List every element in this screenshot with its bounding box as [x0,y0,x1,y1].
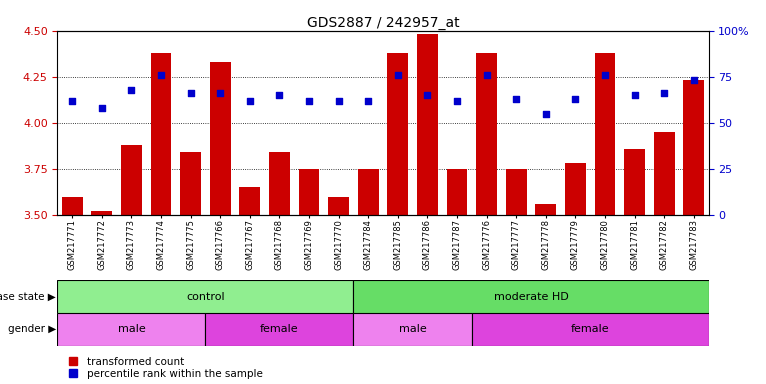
Text: male: male [399,324,427,334]
Text: moderate HD: moderate HD [493,291,568,302]
Point [480,72,493,78]
Bar [205,313,353,346]
Bar [565,164,586,215]
Point [510,96,522,102]
Point [96,105,108,111]
Bar [353,280,709,313]
Bar [329,197,349,215]
Legend: transformed count, percentile rank within the sample: transformed count, percentile rank withi… [63,357,263,379]
Point [421,92,434,98]
Point [451,98,463,104]
Point [214,90,227,96]
Bar [210,62,231,215]
Point [244,98,256,104]
Bar [654,132,675,215]
Bar [476,53,497,215]
Text: disease state ▶: disease state ▶ [0,291,56,302]
Bar [240,187,260,215]
Point [658,90,670,96]
Text: female: female [571,324,610,334]
Bar [269,152,290,215]
Bar [506,169,526,215]
Point [66,98,78,104]
Point [126,87,138,93]
Bar [472,313,709,346]
Point [303,98,315,104]
Bar [151,53,172,215]
Title: GDS2887 / 242957_at: GDS2887 / 242957_at [306,16,460,30]
Bar [594,53,615,215]
Point [362,98,375,104]
Point [391,72,404,78]
Bar [121,145,142,215]
Point [540,111,552,117]
Point [599,72,611,78]
Point [569,96,581,102]
Point [688,78,700,84]
Bar [299,169,319,215]
Bar [417,35,437,215]
Point [155,72,167,78]
Bar [57,313,205,346]
Bar [91,211,112,215]
Bar [535,204,556,215]
Text: female: female [260,324,299,334]
Bar [447,169,467,215]
Point [628,92,640,98]
Point [185,90,197,96]
Bar [62,197,83,215]
Bar [353,313,472,346]
Point [332,98,345,104]
Bar [624,149,645,215]
Bar [683,81,704,215]
Text: control: control [186,291,224,302]
Bar [57,280,353,313]
Bar [388,53,408,215]
Bar [180,152,201,215]
Bar [358,169,378,215]
Text: gender ▶: gender ▶ [8,324,56,334]
Point [273,92,286,98]
Text: male: male [117,324,146,334]
